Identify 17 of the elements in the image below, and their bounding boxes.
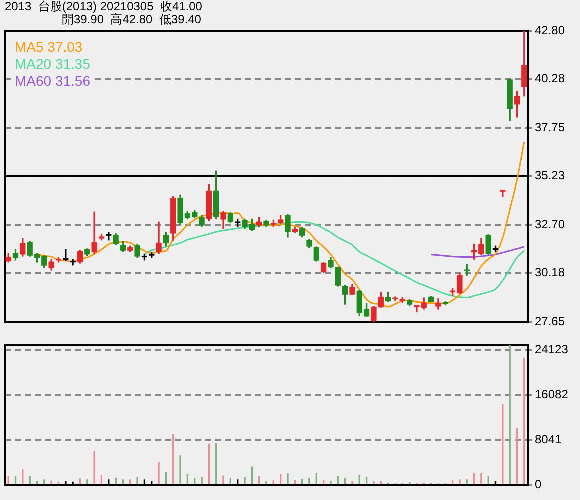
y-tick-label: 0 <box>535 477 542 492</box>
y-tick-label: 30.18 <box>535 266 566 280</box>
chart-title: 2013 台股(2013) 20210305 收41.00 <box>5 0 203 14</box>
text: MA60 31.56 <box>15 72 91 89</box>
y-tick-label: 27.65 <box>535 314 566 328</box>
y-tick-label: 24123 <box>535 342 569 356</box>
y-tick-label: 35.23 <box>535 168 566 183</box>
y-tick-label: 37.75 <box>535 120 566 134</box>
y-tick-label: 40.28 <box>535 72 566 86</box>
text: MA5 37.03 <box>15 38 83 55</box>
y-tick-label: 42.80 <box>535 23 566 38</box>
y-tick-label: 8041 <box>535 432 562 446</box>
text: MA20 31.35 <box>15 56 91 72</box>
y-tick-label: 16082 <box>535 387 569 402</box>
y-tick-label: 32.70 <box>535 217 566 232</box>
chart-subtitle: 開39.90 高42.80 低39.40 <box>62 12 202 26</box>
line-series <box>430 246 526 258</box>
